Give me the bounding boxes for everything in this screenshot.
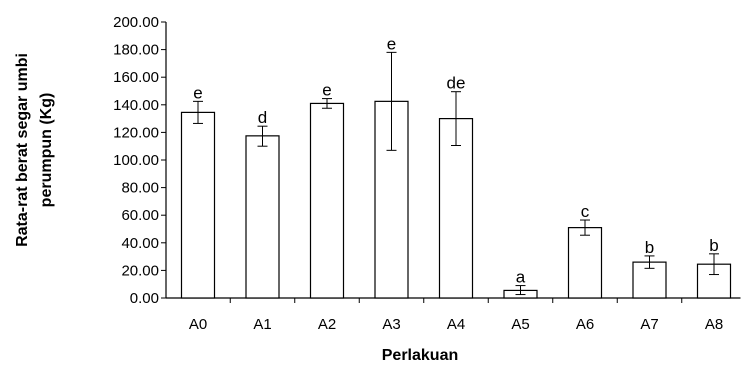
x-tick-label: A2	[318, 316, 336, 333]
y-tick-label: 120.00	[113, 124, 159, 141]
bar-a4	[438, 117, 474, 299]
y-tick-label: 140.00	[113, 97, 159, 114]
bar-a2	[309, 102, 345, 299]
y-tick-label: 200.00	[113, 14, 159, 31]
y-tick-label: 160.00	[113, 69, 159, 86]
x-tick-label: A3	[382, 316, 400, 333]
y-tick-label: 100.00	[113, 152, 159, 169]
significance-label: de	[447, 74, 466, 93]
significance-label: e	[193, 83, 202, 102]
x-tick-label: A0	[189, 316, 207, 333]
significance-label: a	[516, 268, 526, 287]
bar-a0	[180, 111, 216, 299]
y-tick-label: 60.00	[121, 207, 159, 224]
bar-a1	[245, 135, 280, 299]
x-tick-label: A1	[253, 316, 271, 333]
y-tick-label: 80.00	[121, 180, 159, 197]
x-tick-label: A4	[447, 316, 465, 333]
x-tick-label: A7	[640, 316, 658, 333]
x-tick-label: A8	[705, 316, 723, 333]
significance-label: b	[709, 236, 718, 255]
x-axis-title: Perlakuan	[382, 347, 458, 364]
y-tick-label: 180.00	[113, 42, 159, 59]
x-tick-label: A5	[511, 316, 529, 333]
significance-label: b	[645, 238, 654, 257]
plot-area: 200.00 180.00 160.00 140.00 120.00 100.00 80.0…	[113, 14, 741, 333]
y-tick-label: 40.00	[121, 235, 159, 252]
y-tick-label: 20.00	[121, 262, 159, 279]
y-tick-label: 0.00	[130, 290, 159, 307]
x-tick-label: A6	[576, 316, 594, 333]
significance-label: e	[322, 81, 331, 100]
y-axis-title: Rata-rat berat segar umbi perumpun (Kg)	[14, 53, 55, 247]
significance-label: c	[581, 202, 590, 221]
significance-label: d	[258, 108, 267, 127]
y-axis-title-line-1: Rata-rat berat segar umbi	[14, 53, 31, 247]
bar-a6	[567, 227, 603, 299]
y-axis-title-line-2: perumpun (Kg)	[38, 93, 55, 208]
significance-label: e	[387, 34, 396, 53]
